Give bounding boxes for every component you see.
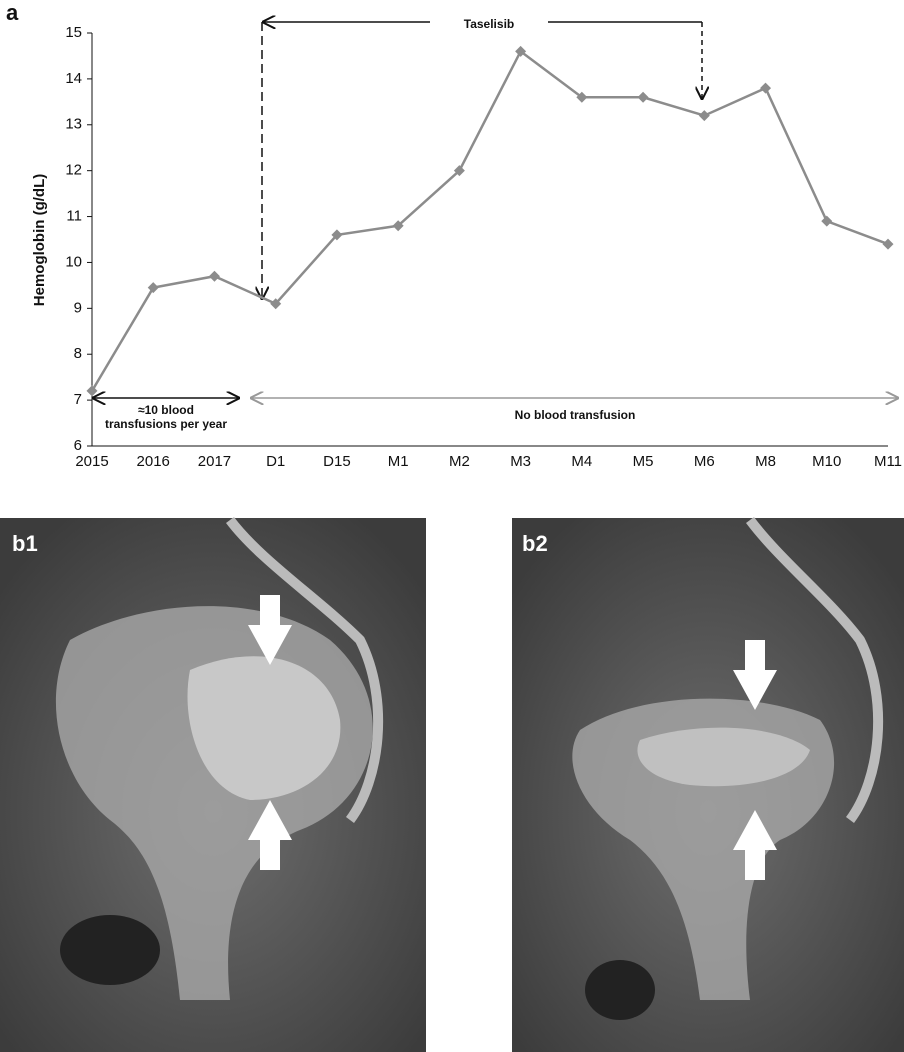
- y-axis-label: Hemoglobin (g/dL): [31, 174, 48, 306]
- y-tick-label: 6: [74, 437, 82, 454]
- x-tick-label: D15: [323, 453, 351, 470]
- annotation: ≈10 blood: [138, 403, 194, 417]
- annotation: Taselisib: [464, 17, 514, 31]
- panel-label: a: [6, 0, 19, 25]
- image-b1: b1: [0, 516, 426, 1052]
- y-tick-label: 11: [66, 208, 82, 225]
- x-tick-label: M3: [510, 453, 531, 470]
- x-tick-label: M5: [633, 453, 654, 470]
- data-point: [147, 282, 159, 294]
- y-tick-label: 14: [65, 70, 82, 87]
- y-tick-label: 12: [65, 162, 82, 179]
- annotation: transfusions per year: [105, 417, 227, 431]
- data-point: [270, 298, 282, 310]
- x-tick-label: 2016: [137, 453, 170, 470]
- x-tick-label: M8: [755, 453, 776, 470]
- annotation: No blood transfusion: [515, 408, 636, 422]
- y-tick-label: 10: [65, 253, 82, 270]
- x-tick-label: M4: [571, 453, 592, 470]
- y-tick-label: 7: [74, 391, 82, 408]
- x-tick-label: M11: [874, 453, 902, 470]
- data-point: [515, 45, 527, 57]
- y-tick-label: 13: [65, 116, 82, 133]
- data-point: [637, 91, 649, 103]
- data-point: [331, 229, 343, 241]
- y-tick-label: 8: [74, 345, 82, 362]
- data-point: [760, 82, 772, 94]
- image-b2: b2: [512, 516, 904, 1052]
- data-point: [576, 91, 588, 103]
- x-tick-label: 2017: [198, 453, 231, 470]
- x-tick-label: M6: [694, 453, 715, 470]
- y-tick-label: 15: [65, 24, 82, 41]
- data-point: [821, 215, 833, 227]
- panel-label: b2: [522, 531, 548, 556]
- x-tick-label: M2: [449, 453, 470, 470]
- data-point: [86, 385, 98, 397]
- panel-label: b1: [12, 531, 38, 556]
- x-tick-label: D1: [266, 453, 285, 470]
- data-point: [882, 238, 894, 250]
- x-tick-label: 2015: [75, 453, 108, 470]
- y-tick-label: 9: [74, 299, 82, 316]
- x-tick-label: M1: [388, 453, 409, 470]
- x-tick-label: M10: [812, 453, 841, 470]
- data-point: [392, 220, 404, 232]
- data-point: [208, 270, 220, 282]
- data-point: [698, 110, 710, 122]
- data-line: [90, 49, 889, 392]
- data-point: [453, 165, 465, 177]
